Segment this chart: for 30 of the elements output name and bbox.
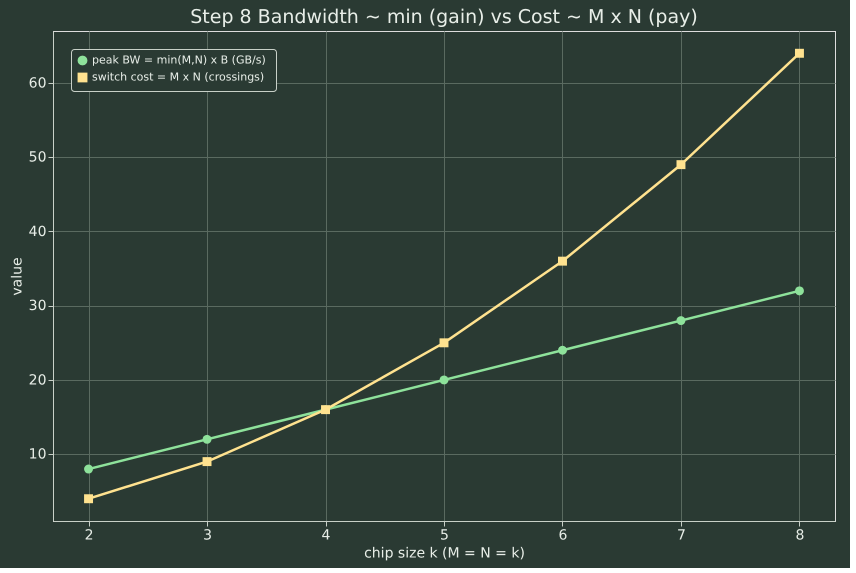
x-axis-title: chip size k (M = N = k) bbox=[364, 546, 525, 562]
x-tick-label: 8 bbox=[795, 528, 804, 544]
y-tick-label: 60 bbox=[28, 75, 46, 92]
x-tick-label: 3 bbox=[203, 528, 212, 544]
point bbox=[202, 457, 212, 466]
point bbox=[558, 256, 567, 266]
point bbox=[676, 316, 686, 326]
x-tick-label: 6 bbox=[558, 528, 568, 544]
point bbox=[676, 160, 686, 170]
y-axis-title: value bbox=[10, 257, 26, 296]
point bbox=[84, 494, 94, 504]
legend-label: switch cost = M x N (crossings) bbox=[92, 70, 264, 84]
y-tick-label: 20 bbox=[28, 372, 46, 388]
chart-title: Step 8 Bandwidth ~ min (gain) vs Cost ~ M x N (pay) bbox=[190, 6, 698, 28]
y-tick-label: 50 bbox=[28, 150, 46, 166]
y-tick-label: 40 bbox=[28, 224, 46, 240]
x-tick-label: 4 bbox=[322, 528, 331, 544]
point bbox=[558, 346, 567, 355]
y-tick-label: 10 bbox=[28, 446, 46, 463]
point bbox=[84, 464, 94, 474]
x-tick-label: 7 bbox=[677, 528, 686, 544]
point bbox=[440, 375, 448, 384]
point bbox=[794, 48, 804, 58]
legend-label: peak BW = min(M,N) x B (GB/s) bbox=[92, 54, 266, 66]
point bbox=[440, 338, 448, 348]
point bbox=[202, 434, 212, 444]
y-tick-label: 30 bbox=[28, 298, 46, 314]
x-tick-label: 5 bbox=[440, 528, 449, 544]
x-tick-label: 2 bbox=[84, 528, 94, 544]
point bbox=[794, 286, 804, 296]
